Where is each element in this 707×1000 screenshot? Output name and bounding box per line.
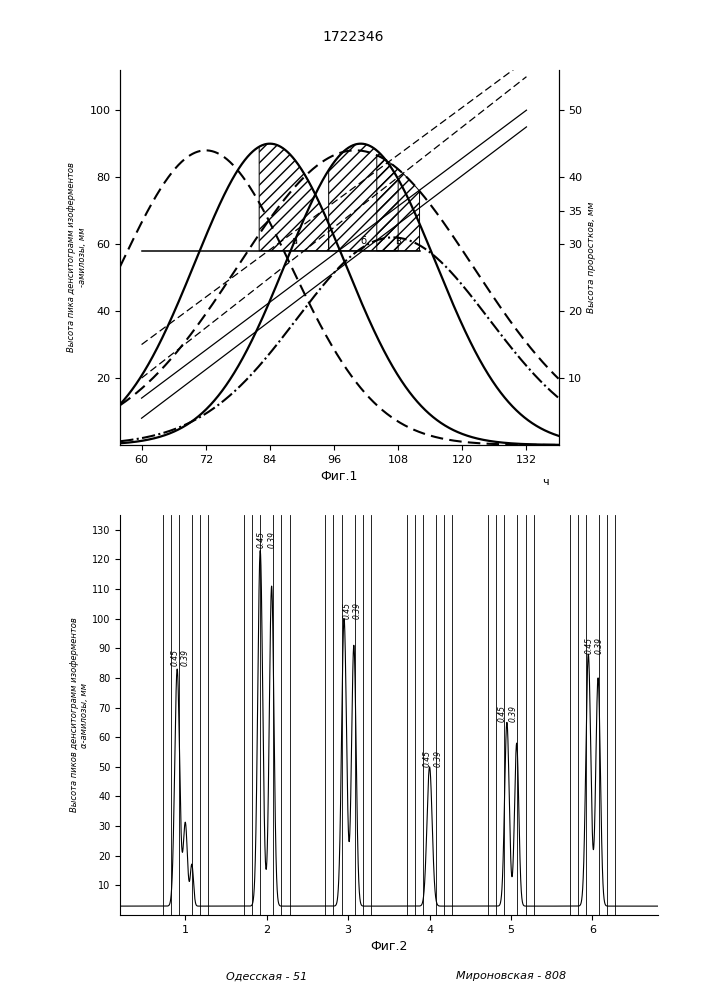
Text: а: а (291, 236, 297, 246)
Text: Одесская - 51: Одесская - 51 (226, 971, 308, 981)
Text: Мироновская - 808: Мироновская - 808 (456, 971, 566, 981)
Y-axis label: Высота пика денситограмм изоферментов
-амилозы, мм: Высота пика денситограмм изоферментов -а… (67, 163, 87, 352)
X-axis label: Фиг.2: Фиг.2 (370, 940, 407, 953)
Y-axis label: Высота проростков, мм: Высота проростков, мм (587, 202, 595, 313)
Text: 0.45
0.39: 0.45 0.39 (342, 602, 362, 619)
X-axis label: Фиг.1: Фиг.1 (321, 470, 358, 483)
Text: 0.45
0.39: 0.45 0.39 (584, 637, 604, 654)
Text: 0.45
0.39: 0.45 0.39 (498, 705, 518, 722)
Y-axis label: Высота пиков денситограмм изоферментов
α-амилозы, мм: Высота пиков денситограмм изоферментов α… (70, 618, 89, 812)
Text: б: б (361, 236, 366, 246)
Text: в: в (395, 236, 401, 246)
Text: 0.45
0.39: 0.45 0.39 (257, 531, 276, 548)
Text: 0.45
0.39: 0.45 0.39 (423, 750, 443, 767)
Text: ч: ч (542, 477, 549, 487)
Text: 0.45
0.39: 0.45 0.39 (170, 649, 190, 666)
Text: 1722346: 1722346 (323, 30, 384, 44)
